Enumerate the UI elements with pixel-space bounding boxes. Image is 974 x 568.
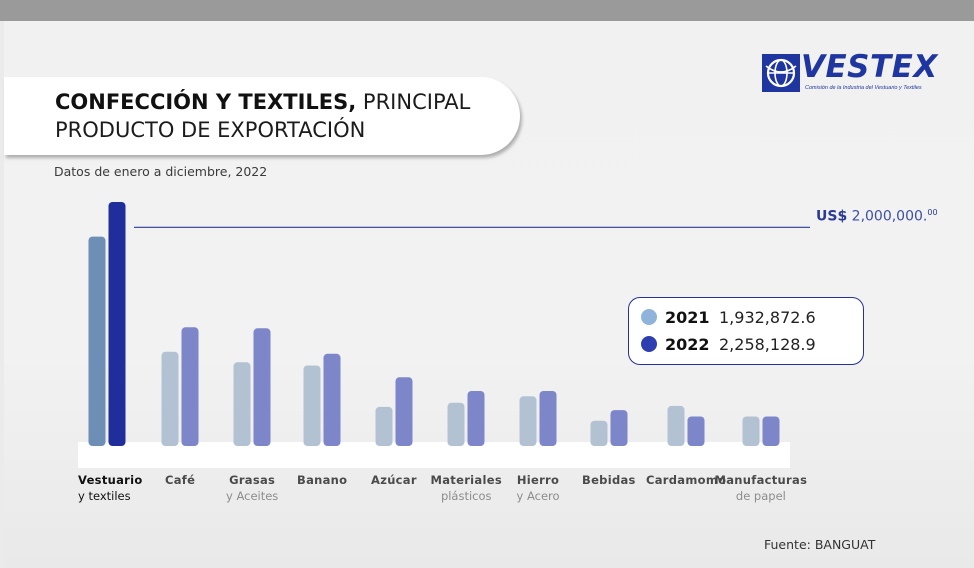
reference-value: 2,000,000.: [851, 208, 928, 225]
logo-tagline: Comisión de la Industria del Vestuario y…: [805, 85, 922, 91]
title-bold: CONFECCIÓN Y TEXTILES,: [55, 90, 357, 114]
bar-2022-4: [395, 377, 413, 446]
category-label-line1: Azúcar: [371, 473, 417, 487]
category-label-line1: Manufacturas: [714, 473, 808, 487]
category-label-line1: Hierro: [516, 473, 560, 487]
category-label: Hierro y Acero: [517, 473, 560, 503]
legend-year: 2021: [665, 307, 710, 327]
vestex-logo: VESTEX Comisión de la Industria del Vest…: [760, 49, 950, 96]
bar-2021-2: [233, 362, 251, 446]
bar-2021-6: [519, 396, 537, 446]
bar-2021-5: [447, 402, 465, 446]
legend-item-2022: 2022 2,258,128.9: [641, 333, 816, 355]
bar-2022-5: [467, 391, 485, 446]
bar-2021-9: [742, 416, 760, 446]
logo-wordmark: VESTEX: [801, 49, 938, 85]
category-baseline: [78, 442, 790, 468]
category-label-line1: Cardamomo: [646, 473, 727, 487]
category-label: Manufacturas de papel: [715, 473, 808, 503]
top-band: [0, 0, 974, 21]
bar-2021-4: [375, 406, 393, 446]
category-label: Vestuario y textiles: [78, 473, 143, 503]
bar-2021-8: [667, 405, 685, 446]
chart-subtitle: Datos de enero a diciembre, 2022: [54, 164, 268, 179]
title-banner: [4, 77, 520, 155]
bar-2022-8: [687, 416, 705, 446]
bar-2021-0: [88, 236, 106, 446]
category-label-line1: Bebidas: [582, 473, 636, 487]
globe-icon: [762, 54, 800, 92]
page-title: CONFECCIÓN Y TEXTILES, PRINCIPAL PRODUCT…: [55, 88, 515, 144]
legend-value: 1,932,872.6: [719, 307, 816, 327]
bar-2022-7: [610, 410, 628, 446]
legend: 2021 1,932,872.6 2022 2,258,128.9: [628, 297, 864, 365]
legend-year: 2022: [665, 334, 710, 354]
title-rest: PRINCIPAL: [356, 90, 471, 114]
reference-sup: 00: [927, 208, 938, 217]
category-label: Materiales plásticos: [431, 473, 502, 503]
bar-2021-7: [590, 420, 608, 446]
category-label-line1: Vestuario: [78, 473, 143, 487]
category-label: Azúcar: [371, 473, 417, 487]
category-label-line2: y Aceites: [226, 489, 279, 503]
category-label-line1: Grasas: [229, 473, 276, 487]
bar-2022-2: [253, 328, 271, 446]
category-label: Bebidas: [582, 473, 636, 487]
category-label: Grasas y Aceites: [226, 473, 278, 503]
reference-label: US$ 2,000,000.00: [816, 208, 938, 225]
bar-2021-3: [303, 365, 321, 446]
source-note: Fuente: BANGUAT: [764, 537, 876, 552]
category-label-line1: Banano: [297, 473, 348, 487]
category-label: Café: [165, 473, 195, 487]
legend-dot-2021: [641, 309, 657, 325]
legend-dot-2022: [641, 336, 657, 352]
category-label-line1: Materiales: [430, 473, 502, 487]
category-label-line1: Café: [165, 473, 196, 487]
reference-currency: US$: [816, 208, 848, 225]
legend-value: 2,258,128.9: [719, 334, 816, 354]
category-label: Banano: [297, 473, 347, 487]
bar-2022-0: [108, 202, 126, 446]
category-label-line2: y Acero: [516, 489, 560, 503]
bar-2021-1: [161, 351, 179, 446]
category-label-line2: plásticos: [440, 489, 492, 503]
legend-item-2021: 2021 1,932,872.6: [641, 306, 816, 328]
bar-2022-3: [323, 353, 341, 446]
bar-2022-6: [539, 391, 557, 446]
category-label: Cardamomo: [646, 473, 726, 487]
title-line2: PRODUCTO DE EXPORTACIÓN: [55, 118, 366, 142]
bar-2022-1: [181, 327, 199, 446]
category-label-line2: y textiles: [78, 489, 131, 503]
bar-2022-9: [762, 416, 780, 446]
category-label-line2: de papel: [735, 489, 786, 503]
